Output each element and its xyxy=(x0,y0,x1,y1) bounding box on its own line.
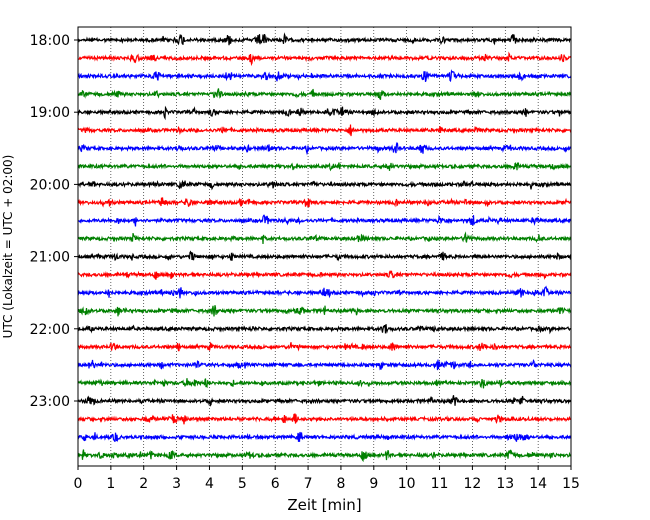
trace-row-16 xyxy=(77,324,572,335)
trace-row-10 xyxy=(77,214,572,227)
y-tick-label: 19:00 xyxy=(30,105,70,121)
trace-row-8 xyxy=(77,179,572,191)
x-tick-label: 5 xyxy=(238,476,247,492)
x-tick-label: 10 xyxy=(398,476,416,492)
trace-row-20 xyxy=(77,395,572,407)
trace-row-13 xyxy=(77,270,572,281)
trace-row-6 xyxy=(77,141,572,156)
plot-background xyxy=(78,27,571,466)
y-tick-label: 18:00 xyxy=(30,33,70,49)
trace-row-2 xyxy=(77,69,572,83)
y-axis-label: UTC (Lokalzeit = UTC + 02:00) xyxy=(1,155,15,339)
trace-row-14 xyxy=(77,285,572,299)
x-tick-label: 12 xyxy=(463,476,481,492)
x-tick-label: 1 xyxy=(106,476,115,492)
trace-row-3 xyxy=(77,88,572,100)
x-tick-label: 2 xyxy=(139,476,148,492)
x-tick-label: 0 xyxy=(74,476,83,492)
x-tick-label: 14 xyxy=(529,476,547,492)
trace-row-5 xyxy=(77,124,572,137)
y-axis-ticks: 18:00 19:00 20:00 21:00 22:00 23:00 xyxy=(30,33,78,410)
x-tick-label: 11 xyxy=(431,476,449,492)
trace-row-23 xyxy=(77,449,572,463)
x-axis-label: Zeit [min] xyxy=(287,496,361,514)
x-tick-label: 7 xyxy=(304,476,313,492)
trace-row-12 xyxy=(77,250,572,262)
plot-frame xyxy=(77,26,572,467)
trace-row-22 xyxy=(77,431,572,443)
x-axis-ticks: 0 1 2 3 4 5 6 7 8 9 10 11 12 13 14 15 xyxy=(74,466,580,492)
trace-row-0 xyxy=(77,32,572,46)
trace-row-9 xyxy=(77,197,572,208)
trace-row-18 xyxy=(77,359,572,371)
y-tick-label: 21:00 xyxy=(30,250,70,266)
trace-row-4 xyxy=(77,105,572,121)
x-tick-label: 8 xyxy=(336,476,345,492)
x-tick-label: 6 xyxy=(271,476,280,492)
x-tick-label: 13 xyxy=(496,476,514,492)
trace-row-19 xyxy=(77,378,572,389)
trace-row-1 xyxy=(77,51,572,67)
x-tick-label: 15 xyxy=(562,476,580,492)
trace-row-21 xyxy=(77,413,572,425)
seismic-traces xyxy=(77,32,572,463)
y-tick-label: 23:00 xyxy=(30,394,70,410)
x-tick-label: 3 xyxy=(172,476,181,492)
x-tick-label: 9 xyxy=(369,476,378,492)
trace-row-15 xyxy=(77,305,572,317)
trace-row-17 xyxy=(77,341,572,352)
trace-row-7 xyxy=(77,161,572,172)
y-tick-label: 20:00 xyxy=(30,177,70,193)
y-tick-label: 22:00 xyxy=(30,322,70,338)
grid-lines xyxy=(110,27,539,466)
trace-row-11 xyxy=(77,231,572,244)
x-tick-label: 4 xyxy=(205,476,214,492)
